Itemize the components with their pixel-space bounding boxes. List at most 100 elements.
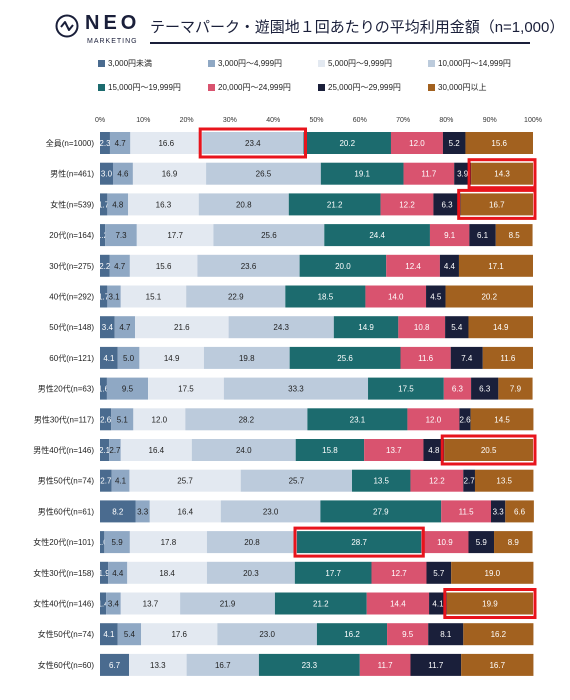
data-label: 23.4 — [245, 139, 261, 148]
data-label: 25.7 — [177, 477, 193, 486]
data-label: 17.5 — [398, 385, 414, 394]
data-label: 11.7 — [428, 661, 444, 670]
bar-segment — [100, 561, 109, 584]
bar-segment — [135, 500, 150, 523]
bar-segment — [186, 653, 259, 676]
legend-label: 3,000円～4,999円 — [218, 59, 283, 68]
highlight-box — [198, 127, 308, 159]
data-label: 13.7 — [143, 600, 159, 609]
data-label: 2.3 — [99, 139, 111, 148]
data-label: 5.4 — [124, 630, 136, 639]
category-label: 女性30代(n=158) — [33, 568, 94, 578]
legend-swatch — [208, 60, 215, 67]
bar-segment — [206, 162, 321, 185]
highlight-box — [443, 588, 537, 619]
category-label: 男性50代(n=74) — [38, 476, 95, 486]
bar-segment — [217, 623, 317, 646]
bar-segment — [386, 254, 440, 277]
data-label: 12.0 — [426, 415, 442, 424]
data-label: 17.5 — [178, 385, 194, 394]
bar-segment — [505, 500, 534, 523]
bar-segment — [429, 592, 447, 615]
bar-segment — [108, 561, 128, 584]
bar-segment — [132, 162, 207, 185]
bar-segment — [220, 500, 321, 523]
bar-segment — [135, 316, 229, 339]
bar-segment — [120, 439, 192, 461]
logo-text: NEO — [85, 12, 141, 34]
bar-segment — [465, 132, 533, 154]
category-label: 30代(n=275) — [49, 261, 94, 271]
bar-segment — [451, 561, 534, 584]
bar-segment — [387, 623, 429, 646]
data-label: 6.3 — [452, 385, 464, 394]
data-label: 19.1 — [354, 170, 370, 179]
data-label: 13.5 — [373, 477, 389, 486]
bar-segment — [446, 592, 533, 615]
highlight-box — [467, 158, 537, 190]
bar-segment — [359, 653, 411, 676]
legend-label: 5,000円～9,999円 — [328, 59, 393, 68]
data-label: 17.7 — [325, 569, 341, 578]
brand-logo: NEO MARKETING — [55, 12, 145, 48]
category-label: 女性50代(n=74) — [38, 629, 95, 639]
data-label: 7.3 — [115, 231, 127, 240]
bar-segment — [100, 377, 107, 400]
bar-segment — [445, 316, 469, 339]
data-label: 11.7 — [378, 661, 394, 670]
data-label: 16.9 — [162, 170, 178, 179]
bar-segment — [443, 377, 472, 400]
data-label: 22.9 — [228, 293, 244, 302]
data-label: 19.9 — [482, 600, 498, 609]
data-label: 11.5 — [459, 507, 475, 516]
data-label: 24.3 — [273, 323, 289, 332]
data-label: 1.2 — [97, 231, 109, 240]
data-label: 23.0 — [263, 507, 279, 516]
legend-swatch — [428, 84, 435, 91]
data-label: 6.1 — [477, 231, 489, 240]
category-label: 全員(n=1000) — [46, 138, 95, 148]
bar-segment — [470, 408, 534, 431]
bar-segment — [468, 531, 495, 554]
data-label: 2.7 — [464, 477, 476, 486]
bar-segment — [106, 592, 121, 615]
bar-segment — [463, 623, 534, 646]
bar-segment — [100, 346, 118, 369]
bar-segment — [380, 193, 434, 216]
category-label: 女性40代(n=146) — [33, 599, 94, 609]
legend-swatch — [208, 84, 215, 91]
bar-segment — [109, 439, 121, 461]
data-label: 6.7 — [109, 661, 121, 670]
data-label: 4.6 — [117, 170, 129, 179]
data-label: 3.3 — [137, 507, 149, 516]
data-label: 21.2 — [313, 600, 329, 609]
bar-segment — [136, 224, 214, 247]
data-label: 5.4 — [451, 323, 463, 332]
bar-segment — [198, 193, 289, 216]
data-label: 16.6 — [158, 139, 174, 148]
bar-segment — [240, 469, 353, 492]
data-label: 18.5 — [318, 293, 334, 302]
data-label: 12.2 — [399, 200, 415, 209]
bar-segment — [403, 162, 455, 185]
title-underline — [150, 42, 530, 44]
bar-segment — [100, 316, 115, 339]
bar-segment — [206, 561, 295, 584]
x-tick-label: 20% — [180, 117, 194, 124]
data-label: 14.9 — [164, 354, 180, 363]
bar-segment — [297, 531, 422, 554]
category-label: 女性(n=539) — [50, 199, 94, 209]
logo-subtext: MARKETING — [87, 38, 138, 45]
bar-segment — [100, 285, 108, 308]
bar-segment — [429, 224, 470, 247]
legend-swatch — [318, 84, 325, 91]
bar-segment — [289, 346, 401, 369]
data-label: 12.4 — [405, 262, 421, 271]
data-label: 19.0 — [485, 569, 501, 578]
bar-segment — [498, 377, 533, 400]
data-label: 11.7 — [421, 170, 437, 179]
data-label: 14.9 — [493, 323, 509, 332]
data-label: 25.7 — [289, 477, 305, 486]
data-label: 20.8 — [244, 538, 260, 547]
data-label: 15.6 — [491, 139, 507, 148]
